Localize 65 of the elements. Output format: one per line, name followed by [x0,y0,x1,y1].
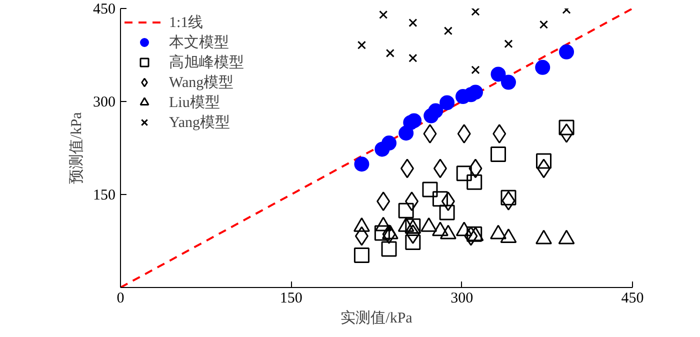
point [490,146,506,162]
y-tick-label: 450 [93,2,116,18]
point [490,66,506,82]
y-axis-title: 预测值/kPa [68,112,85,184]
point [466,174,482,190]
point [468,84,483,100]
point [559,44,574,60]
x-tick-label: 450 [621,290,644,306]
point [440,95,455,110]
point [374,225,390,241]
point [376,192,390,212]
point [444,26,452,36]
legend-label: 本文模型 [169,34,229,52]
legend-label: Yang模型 [169,114,230,132]
point [428,103,444,118]
legend-label: Wang模型 [169,74,234,92]
point [502,190,516,210]
x-tick-label: 0 [116,290,124,306]
point [464,226,478,246]
point [539,20,548,29]
point [408,18,418,28]
point [504,40,513,48]
point [471,8,480,16]
x-axis-title: 实测值/kPa [340,310,413,326]
point [558,120,574,136]
point [354,156,370,172]
point [408,54,418,62]
point [381,241,397,257]
point [354,248,370,264]
point [536,153,552,169]
point [471,66,480,74]
point [500,74,516,90]
point [386,48,394,58]
y-tick-label: 300 [93,94,116,110]
legend-label: 高旭峰模型 [169,53,244,72]
point [382,224,396,244]
point [406,224,420,244]
point [492,124,506,144]
point [422,182,438,198]
point [433,158,447,178]
point [382,136,397,151]
point [432,191,448,207]
point [405,192,419,212]
point [468,158,482,178]
point [441,192,455,212]
point [379,10,388,19]
point [535,60,550,75]
point [400,158,414,178]
point [456,166,472,182]
y-tick-label: 150 [93,188,116,204]
point [354,226,368,246]
legend-label: Liu模型 [169,94,220,112]
legend-label: 1:1线 [169,14,204,32]
point [457,124,471,144]
point [398,202,414,218]
point [537,158,551,178]
x-tick-label: 300 [450,290,474,306]
point [405,234,421,250]
point [423,124,437,144]
point [439,204,455,220]
x-tick-label: 150 [280,290,302,306]
point [560,123,574,143]
point [406,113,422,128]
point [357,40,366,50]
point [500,190,516,206]
